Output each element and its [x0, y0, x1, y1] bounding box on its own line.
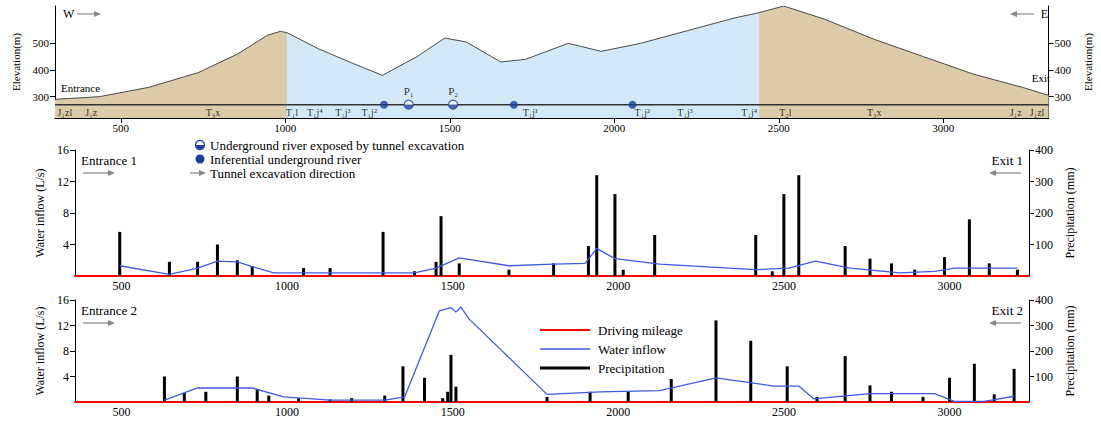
svg-text:Exit: Exit [1032, 72, 1050, 84]
svg-text:Water inflow (L/s): Water inflow (L/s) [33, 168, 47, 257]
svg-text:3000: 3000 [938, 279, 962, 293]
svg-text:4: 4 [63, 370, 69, 384]
svg-text:1500: 1500 [439, 122, 462, 134]
svg-text:300: 300 [1035, 175, 1053, 189]
svg-text:8: 8 [63, 344, 69, 358]
svg-text:100: 100 [1035, 370, 1053, 384]
svg-text:400: 400 [1055, 64, 1072, 76]
svg-text:500: 500 [1055, 37, 1072, 49]
svg-text:1000: 1000 [275, 405, 299, 419]
svg-text:2500: 2500 [772, 279, 796, 293]
svg-text:T₁j⁴: T₁j⁴ [307, 107, 323, 118]
svg-text:Water inflow (L/s): Water inflow (L/s) [33, 306, 47, 395]
svg-text:Inferential underground river: Inferential underground river [210, 152, 362, 167]
svg-text:1000: 1000 [275, 279, 299, 293]
svg-text:500: 500 [112, 279, 130, 293]
svg-text:200: 200 [1035, 206, 1053, 220]
svg-text:300: 300 [1055, 91, 1072, 103]
svg-text:12: 12 [57, 175, 69, 189]
svg-text:P₁: P₁ [404, 85, 414, 97]
svg-text:12: 12 [57, 319, 69, 333]
svg-text:1500: 1500 [441, 405, 465, 419]
svg-text:4: 4 [63, 238, 69, 252]
svg-text:T₁j³: T₁j³ [335, 107, 350, 118]
svg-text:T₁j⁴: T₁j⁴ [741, 107, 757, 118]
svg-text:Exit 2: Exit 2 [992, 303, 1023, 318]
svg-text:Driving mileage: Driving mileage [598, 323, 683, 338]
svg-text:T₁j²: T₁j² [635, 107, 650, 118]
svg-text:2500: 2500 [772, 405, 796, 419]
svg-text:T₃x: T₃x [206, 107, 221, 118]
svg-text:500: 500 [33, 37, 50, 49]
svg-text:3000: 3000 [932, 122, 955, 134]
svg-text:Precipitation (mm): Precipitation (mm) [1063, 168, 1077, 259]
svg-text:T₃x: T₃x [867, 107, 882, 118]
svg-text:Exit 1: Exit 1 [992, 153, 1023, 168]
svg-text:Elevation(m): Elevation(m) [1082, 33, 1095, 91]
svg-text:1500: 1500 [441, 279, 465, 293]
svg-text:P₂: P₂ [448, 85, 458, 97]
svg-text:2000: 2000 [606, 405, 630, 419]
svg-text:200: 200 [1035, 344, 1053, 358]
svg-text:16: 16 [57, 143, 69, 157]
svg-text:J₁zl: J₁zl [1030, 107, 1045, 118]
svg-text:1000: 1000 [274, 122, 297, 134]
svg-text:Underground river exposed by t: Underground river exposed by tunnel exca… [210, 138, 465, 153]
svg-text:Entrance: Entrance [61, 82, 100, 94]
svg-text:2000: 2000 [606, 279, 630, 293]
svg-text:2500: 2500 [768, 122, 791, 134]
svg-text:400: 400 [1035, 143, 1053, 157]
svg-text:300: 300 [1035, 319, 1053, 333]
svg-text:500: 500 [112, 405, 130, 419]
svg-text:W: W [63, 7, 75, 21]
svg-text:J₁z: J₁z [85, 107, 97, 118]
svg-text:8: 8 [63, 206, 69, 220]
svg-text:16: 16 [57, 293, 69, 307]
svg-text:Entrance 1: Entrance 1 [81, 153, 137, 168]
svg-text:3000: 3000 [938, 405, 962, 419]
svg-text:T₁l: T₁l [286, 107, 299, 118]
svg-text:J₁z: J₁z [1010, 107, 1022, 118]
svg-text:Precipitation: Precipitation [598, 361, 665, 376]
svg-text:Precipitation (mm): Precipitation (mm) [1063, 306, 1077, 397]
svg-text:400: 400 [33, 64, 50, 76]
svg-text:100: 100 [1035, 238, 1053, 252]
svg-text:500: 500 [113, 122, 130, 134]
svg-text:T₁j¹: T₁j¹ [523, 107, 538, 118]
svg-text:300: 300 [33, 91, 50, 103]
svg-text:Entrance 2: Entrance 2 [81, 303, 137, 318]
svg-text:T₁j²: T₁j² [362, 107, 377, 118]
svg-text:T₂l: T₂l [779, 107, 792, 118]
svg-text:J₁zl: J₁zl [58, 107, 73, 118]
svg-text:2000: 2000 [603, 122, 626, 134]
svg-text:Water inflow: Water inflow [598, 342, 667, 357]
svg-text:Elevation(m): Elevation(m) [10, 33, 23, 91]
svg-text:T₁j³: T₁j³ [677, 107, 692, 118]
svg-text:E: E [1041, 7, 1048, 21]
svg-text:400: 400 [1035, 293, 1053, 307]
svg-text:Tunnel excavation direction: Tunnel excavation direction [210, 166, 356, 181]
